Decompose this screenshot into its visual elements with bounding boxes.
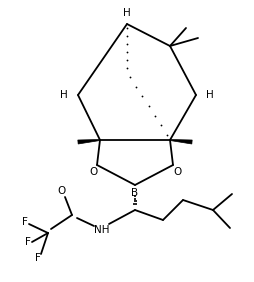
Text: NH: NH [94,225,110,235]
Polygon shape [170,140,192,144]
Text: H: H [206,90,214,100]
Polygon shape [78,140,100,144]
Text: F: F [35,253,41,263]
Text: O: O [89,167,97,177]
Text: F: F [22,217,28,227]
Text: H: H [60,90,68,100]
Text: O: O [57,186,65,196]
Text: F: F [25,237,31,247]
Text: H: H [123,8,131,18]
Text: O: O [173,167,181,177]
Text: B: B [131,188,139,198]
